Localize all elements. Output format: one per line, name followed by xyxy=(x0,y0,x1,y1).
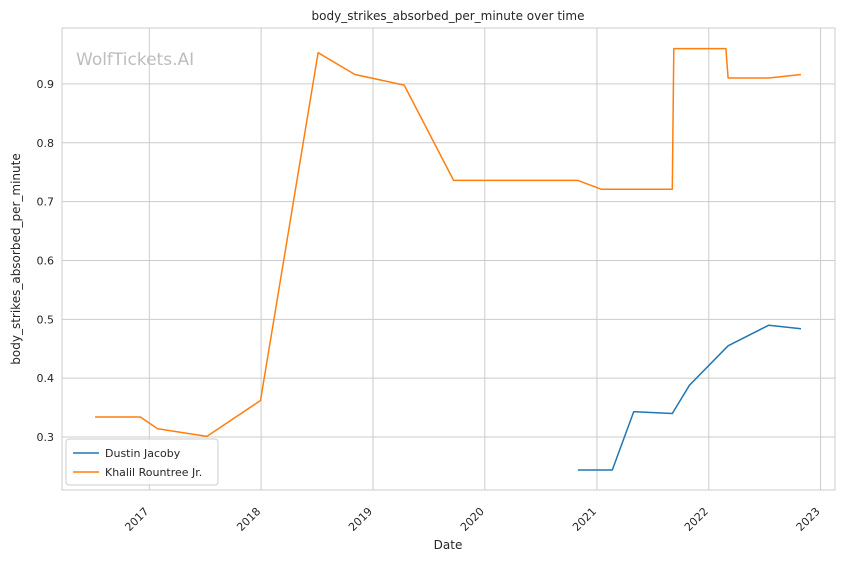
watermark: WolfTickets.AI xyxy=(76,50,194,70)
x-tick-label: 2017 xyxy=(122,505,151,534)
x-tick-label: 2018 xyxy=(234,505,263,534)
x-tick-label: 2023 xyxy=(794,505,823,534)
x-tick-label: 2022 xyxy=(682,505,711,534)
plot-frame xyxy=(61,27,836,491)
legend-label-dustin-jacoby: Dustin Jacoby xyxy=(105,447,181,460)
grid xyxy=(62,28,835,490)
plot-area xyxy=(62,28,835,490)
legend-label-khalil-rountree-jr: Khalil Rountree Jr. xyxy=(105,466,202,479)
y-tick-label: 0.9 xyxy=(37,78,55,91)
legend-box xyxy=(65,438,219,486)
y-tick-label: 0.5 xyxy=(37,313,55,326)
x-tick-label: 2019 xyxy=(346,505,375,534)
series-line-dustin-jacoby xyxy=(577,324,802,471)
series-line-khalil-rountree-jr xyxy=(95,47,802,438)
y-axis-label: body_strikes_absorbed_per_minute xyxy=(9,153,23,364)
y-tick-label: 0.4 xyxy=(37,372,55,385)
y-tick-label: 0.3 xyxy=(37,431,55,444)
legend: Dustin Jacoby Khalil Rountree Jr. xyxy=(65,438,219,486)
x-tick-label: 2020 xyxy=(458,505,487,534)
series-layer xyxy=(95,47,802,471)
y-tick-label: 0.6 xyxy=(37,254,55,267)
y-tick-label: 0.8 xyxy=(37,137,55,150)
x-axis-label: Date xyxy=(434,538,463,552)
y-tick-label: 0.7 xyxy=(37,196,55,209)
chart-title: body_strikes_absorbed_per_minute over ti… xyxy=(312,9,585,23)
x-tick-label: 2021 xyxy=(570,505,599,534)
